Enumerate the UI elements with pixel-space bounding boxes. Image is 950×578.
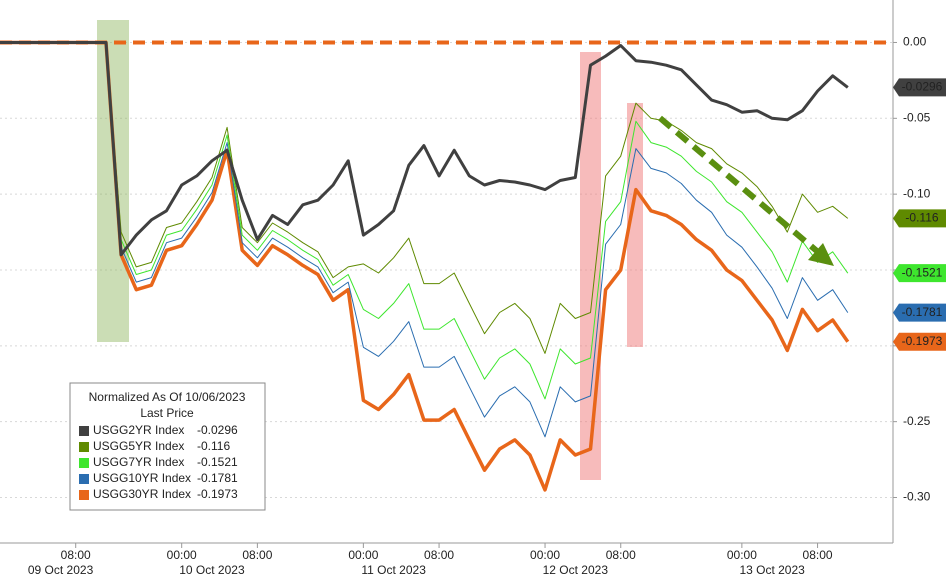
highlights [97,20,643,480]
x-tick-label: 08:00 [424,548,454,562]
x-tick-label: 08:00 [803,548,833,562]
legend-label: USGG30YR Index [93,487,191,501]
legend-title: Normalized As Of 10/06/2023 [89,390,246,404]
x-date-label: 09 Oct 2023 [28,563,94,577]
x-tick-label: 00:00 [167,548,197,562]
legend-swatch [79,458,89,468]
trend-arrow [658,115,834,266]
legend: Normalized As Of 10/06/2023 Last Price U… [69,382,266,511]
highlight-box [627,103,643,347]
x-tick-label: 00:00 [727,548,757,562]
value-tag-label: -0.1781 [902,305,943,319]
x-date-label: 12 Oct 2023 [543,563,609,577]
legend-value: -0.1973 [197,487,238,501]
value-tag [893,264,946,283]
legend-value: -0.1521 [197,455,238,469]
legend-label: USGG7YR Index [93,455,184,469]
highlight-box [580,52,601,480]
value-tag-label: -0.1973 [902,334,943,348]
value-tag-label: -0.0296 [902,80,943,94]
legend-value: -0.1781 [197,471,238,485]
y-tick-label: -0.10 [903,186,931,200]
legend-value: -0.116 [197,439,230,453]
series-line [0,40,850,492]
value-tag [893,303,946,322]
legend-label: USGG5YR Index [93,439,184,453]
x-date-label: 10 Oct 2023 [179,563,245,577]
legend-swatch [79,442,89,452]
x-tick-label: 00:00 [348,548,378,562]
x-tick-label: 08:00 [606,548,636,562]
series-line [0,41,849,257]
legend-swatch [79,426,89,436]
value-tag [893,332,946,351]
legend-swatch [79,474,89,484]
value-tag-label: -0.1521 [902,265,943,279]
series-line [0,42,849,400]
legend-label: USGG2YR Index [93,423,184,437]
y-tick-label: -0.05 [903,110,931,124]
value-tag [893,78,946,97]
y-tick-label: -0.30 [903,490,931,504]
y-tick-label: -0.25 [903,414,931,428]
x-tick-label: 08:00 [242,548,272,562]
x-tick-label: 08:00 [61,548,91,562]
x-tick-label: 00:00 [530,548,560,562]
legend-box [69,382,266,511]
highlight-box [97,20,129,342]
legend-subtitle: Last Price [140,406,194,420]
x-date-label: 13 Oct 2023 [739,563,805,577]
arrow-head [808,243,834,266]
value-tag-label: -0.116 [905,211,938,225]
x-date-label: 11 Oct 2023 [361,563,426,577]
series-line [0,42,849,354]
legend-label: USGG10YR Index [93,471,191,485]
arrow-shaft [658,115,820,255]
series-line [0,42,849,438]
y-tick-label: 0.00 [903,35,927,49]
legend-value: -0.0296 [197,423,238,437]
lines [0,40,893,492]
value-tag [893,209,946,228]
legend-swatch [79,490,89,500]
last-value-tags: -0.0296 -0.116 -0.1521 -0.1781 -0.1973 [893,78,946,351]
axis-labels: 0.00-0.05-0.10-0.15-0.20-0.25-0.3008:000… [28,35,931,578]
